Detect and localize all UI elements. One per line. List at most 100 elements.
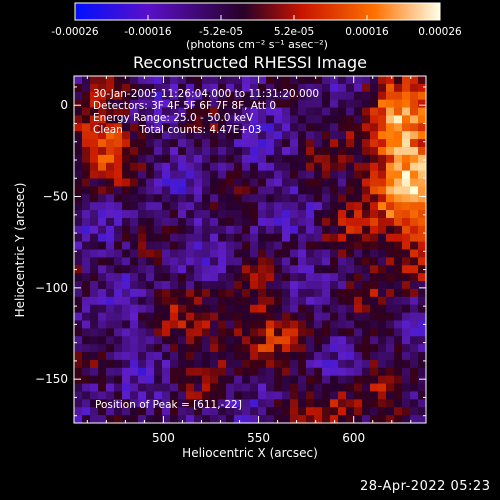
heatmap-cell [314,249,323,258]
heatmap-cell [298,249,307,258]
heatmap-cell [394,162,403,172]
heatmap-cell [210,281,219,290]
heatmap-cell [346,154,355,164]
heatmap-cell [362,304,371,314]
heatmap-cell [210,76,219,85]
heatmap-cell [354,415,363,423]
heatmap-cell [306,241,315,251]
heatmap-cell [370,257,379,266]
heatmap-cell [346,107,355,117]
heatmap-cell [338,320,347,329]
heatmap-cell [354,91,363,101]
heatmap-cell [218,241,227,251]
heatmap-cell [314,131,323,140]
heatmap-cell [242,210,251,219]
heatmap-cell [290,217,299,227]
heatmap-cell [154,273,163,282]
heatmap-cell [122,296,131,306]
heatmap-cell [234,407,243,416]
heatmap-cell [370,115,379,124]
heatmap-cell [218,139,227,148]
heatmap-cell [306,375,315,385]
heatmap-cell [306,391,315,400]
heatmap-cell [154,123,163,132]
heatmap-cell [226,336,235,345]
heatmap-cell [370,225,379,235]
heatmap-cell [138,170,147,180]
heatmap-cell [258,383,267,393]
heatmap-cell [234,241,243,251]
heatmap-cell [362,241,371,251]
heatmap-cell [418,146,426,156]
heatmap-cell [338,115,347,124]
heatmap-cell [314,288,323,298]
heatmap-cell [370,304,379,314]
colorbar-tick-label: -0.00026 [51,26,99,38]
heatmap-cell [90,139,99,148]
heatmap-cell [274,249,283,258]
heatmap-cell [242,170,251,180]
heatmap-cell [258,312,267,322]
heatmap-cell [162,399,171,408]
heatmap-cell [114,249,123,258]
heatmap-cell [338,344,347,353]
heatmap-cell [162,107,171,117]
x-axis-tick-label: 600 [342,431,365,445]
heatmap-cell [130,162,139,172]
heatmap-cell [258,336,267,345]
heatmap-cell [170,123,179,132]
heatmap-cell [298,107,307,117]
heatmap-cell [402,154,411,164]
heatmap-cell [170,383,179,393]
heatmap-cell [354,107,363,117]
heatmap-cell [266,415,275,423]
chart-title: Reconstructed RHESSI Image [133,53,367,72]
heatmap-cell [162,352,171,361]
heatmap-cell [410,154,419,164]
heatmap-cell [162,320,171,329]
heatmap-cell [122,170,131,180]
heatmap-cell [282,170,291,180]
heatmap-cell [210,162,219,172]
heatmap-cell [130,288,139,298]
heatmap-cell [354,115,363,124]
heatmap-cell [218,170,227,180]
heatmap-cell [218,210,227,219]
heatmap-cell [418,304,426,314]
heatmap-cell [378,375,387,385]
heatmap-cell [226,367,235,377]
heatmap-cell [282,217,291,227]
heatmap-cell [410,352,419,361]
heatmap-cell [90,170,99,180]
heatmap-cell [306,320,315,329]
heatmap-cell [378,225,387,235]
heatmap-cell [114,367,123,377]
heatmap-cell [378,249,387,258]
heatmap-cell [106,249,115,258]
heatmap-cell [346,288,355,298]
heatmap-cell [394,296,403,306]
heatmap-cell [394,154,403,164]
heatmap-cell [154,131,163,140]
heatmap-cell [82,99,91,109]
heatmap-cell [202,375,211,385]
heatmap-cell [386,273,395,282]
heatmap-cell [122,304,131,314]
heatmap-cell [258,217,267,227]
heatmap-cell [74,233,83,243]
heatmap-cell [346,407,355,416]
heatmap-cell [194,131,203,140]
heatmap-cell [154,391,163,400]
heatmap-cell [282,115,291,124]
heatmap-cell [394,178,403,188]
heatmap-cell [90,352,99,361]
heatmap-cell [402,265,411,274]
heatmap-cell [282,194,291,203]
heatmap-cell [418,107,426,117]
heatmap-cell [298,265,307,274]
heatmap-cell [402,83,411,93]
heatmap-cell [258,375,267,385]
heatmap-cell [178,170,187,180]
heatmap-cell [106,233,115,243]
heatmap-cell [290,170,299,180]
